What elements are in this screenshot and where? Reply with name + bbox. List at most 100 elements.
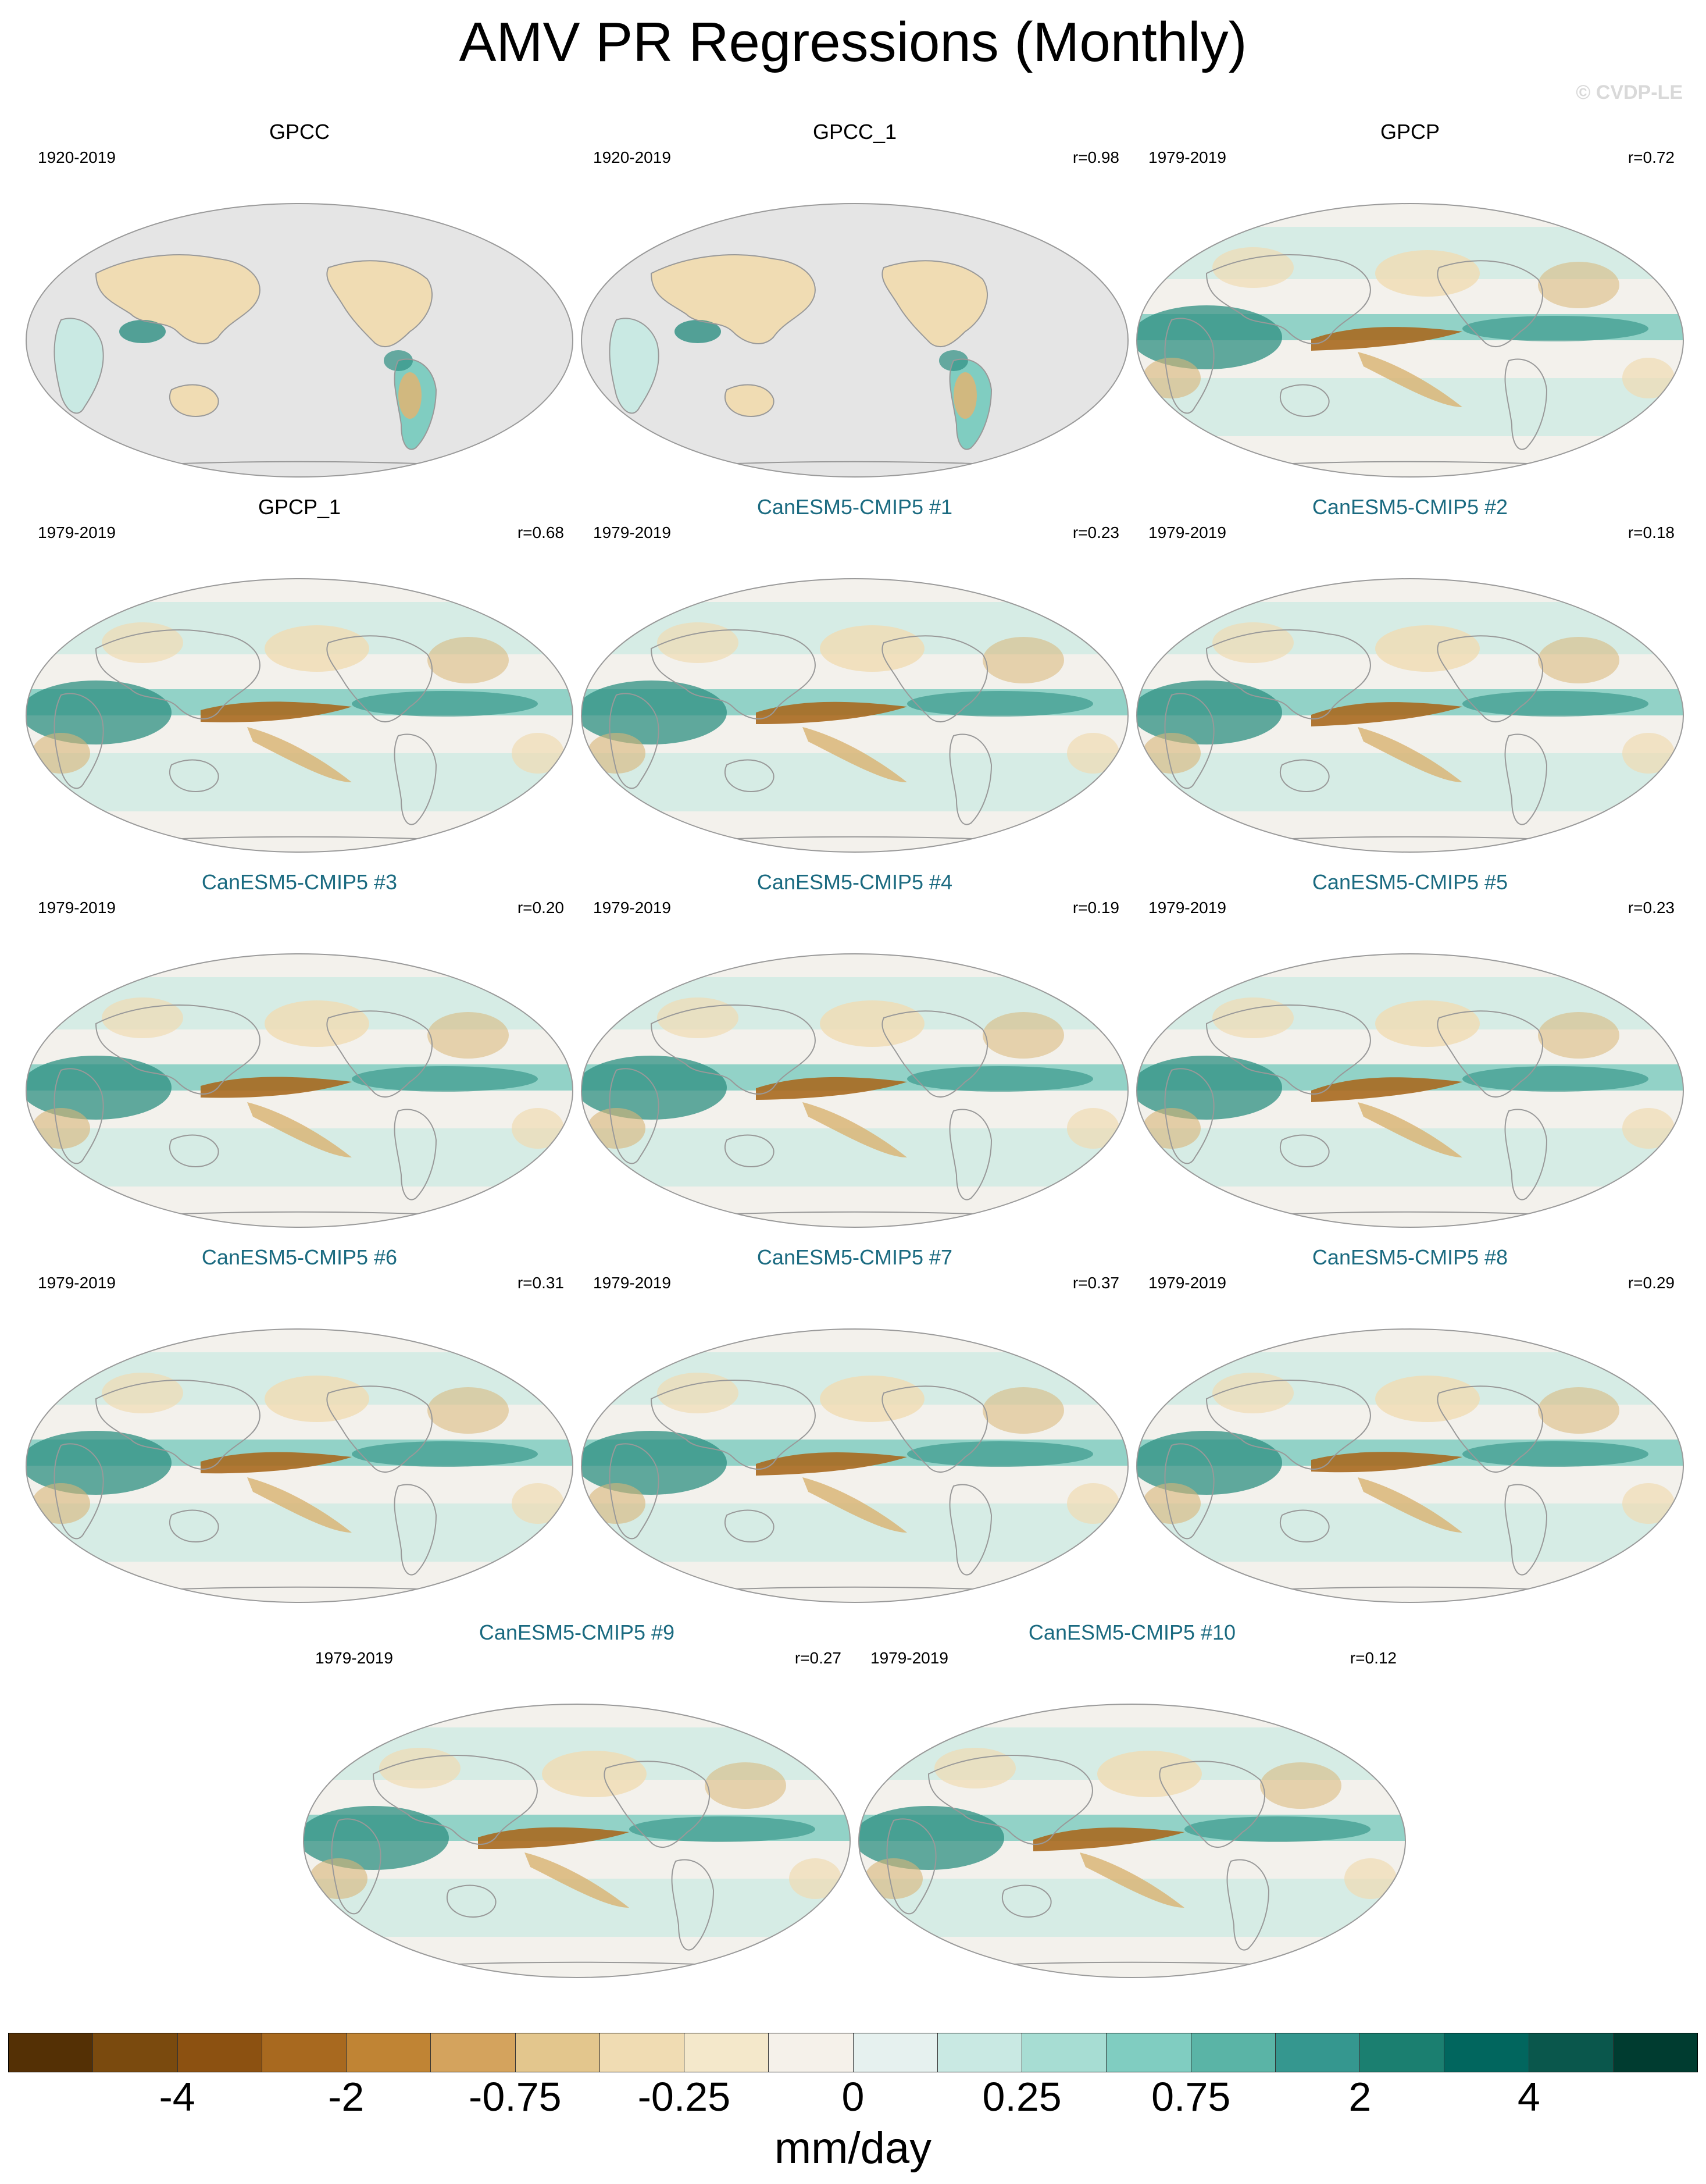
panel-title: GPCC_1 xyxy=(812,120,897,144)
map-panel: CanESM5-CMIP5 #6 1979-2019 r=0.31 xyxy=(20,1245,579,1605)
map-panel: CanESM5-CMIP5 #9 1979-2019 r=0.27 xyxy=(298,1620,856,1980)
panel-period: 1979-2019 xyxy=(593,523,671,541)
colorbar-swatch xyxy=(515,2033,600,2072)
colorbar-swatch xyxy=(347,2033,431,2072)
colorbar-swatch xyxy=(1107,2033,1191,2072)
colorbar-tick-label: -0.75 xyxy=(469,2074,562,2119)
panel-period: 1920-2019 xyxy=(593,148,671,166)
map-panel: GPCP_1 1979-2019 r=0.68 xyxy=(20,494,579,855)
panel-period: 1979-2019 xyxy=(1148,523,1226,541)
panel-correlation: r=0.23 xyxy=(1072,523,1119,541)
colorbar-swatch xyxy=(1613,2033,1697,2072)
map-panel: CanESM5-CMIP5 #8 1979-2019 r=0.29 xyxy=(1131,1245,1689,1605)
colorbar-swatch xyxy=(93,2033,178,2072)
regression-map xyxy=(581,1328,1129,1603)
regression-map xyxy=(26,203,573,478)
colorbar-swatch xyxy=(1360,2033,1445,2072)
watermark: © CVDP-LE xyxy=(1576,81,1683,104)
colorbar-tick-label: -0.25 xyxy=(637,2074,731,2119)
map-panel: CanESM5-CMIP5 #1 1979-2019 r=0.23 xyxy=(576,494,1134,855)
panel-title: CanESM5-CMIP5 #2 xyxy=(1312,495,1508,519)
panel-correlation: r=0.31 xyxy=(517,1274,564,1292)
colorbar-swatch xyxy=(1444,2033,1529,2072)
colorbar xyxy=(8,2033,1698,2072)
panel-period: 1920-2019 xyxy=(38,148,116,166)
regression-map xyxy=(1136,203,1684,478)
colorbar-swatch xyxy=(1191,2033,1276,2072)
regression-map xyxy=(26,953,573,1228)
panel-title: CanESM5-CMIP5 #5 xyxy=(1312,870,1508,894)
colorbar-swatch xyxy=(684,2033,769,2072)
colorbar-tick-label: -2 xyxy=(328,2074,365,2119)
panel-period: 1979-2019 xyxy=(593,899,671,917)
panel-correlation: r=0.68 xyxy=(517,523,564,541)
panel-title: GPCP xyxy=(1380,120,1440,144)
panel-period: 1979-2019 xyxy=(1148,148,1226,166)
colorbar-units: mm/day xyxy=(774,2124,932,2173)
map-panel: GPCC 1920-2019 xyxy=(20,119,579,480)
panel-correlation: r=0.23 xyxy=(1628,899,1675,917)
regression-map xyxy=(581,578,1129,853)
figure-title: AMV PR Regressions (Monthly) xyxy=(459,11,1247,73)
map-panel: CanESM5-CMIP5 #5 1979-2019 r=0.23 xyxy=(1131,870,1689,1230)
regression-map xyxy=(26,1328,573,1603)
regression-map xyxy=(858,1704,1406,1978)
regression-map xyxy=(1136,578,1684,853)
colorbar-tick-label: -4 xyxy=(159,2074,195,2119)
panel-title: CanESM5-CMIP5 #3 xyxy=(201,870,398,894)
regression-map xyxy=(303,1704,851,1978)
panel-period: 1979-2019 xyxy=(870,1649,948,1667)
map-panel: GPCC_1 1920-2019 r=0.98 xyxy=(576,119,1134,480)
panel-title: CanESM5-CMIP5 #7 xyxy=(756,1245,953,1269)
panel-period: 1979-2019 xyxy=(593,1274,671,1292)
panel-title: GPCC xyxy=(269,120,330,144)
panel-correlation: r=0.27 xyxy=(794,1649,841,1667)
map-panel: CanESM5-CMIP5 #4 1979-2019 r=0.19 xyxy=(576,870,1134,1230)
map-panel: CanESM5-CMIP5 #10 1979-2019 r=0.12 xyxy=(853,1620,1411,1980)
colorbar-swatch xyxy=(431,2033,516,2072)
panel-period: 1979-2019 xyxy=(315,1649,393,1667)
panel-correlation: r=0.37 xyxy=(1072,1274,1119,1292)
panel-correlation: r=0.72 xyxy=(1628,148,1675,166)
colorbar-swatch xyxy=(769,2033,854,2072)
regression-map xyxy=(26,578,573,853)
panel-title: CanESM5-CMIP5 #4 xyxy=(756,870,953,894)
colorbar-swatch xyxy=(177,2033,262,2072)
colorbar-tick-label: 0 xyxy=(841,2074,865,2119)
panel-title: CanESM5-CMIP5 #9 xyxy=(479,1620,675,1644)
colorbar-swatch xyxy=(937,2033,1022,2072)
panel-period: 1979-2019 xyxy=(38,899,116,917)
map-panel: CanESM5-CMIP5 #2 1979-2019 r=0.18 xyxy=(1131,494,1689,855)
regression-map xyxy=(581,953,1129,1228)
colorbar-swatch xyxy=(1529,2033,1614,2072)
colorbar-swatch xyxy=(262,2033,347,2072)
panel-correlation: r=0.19 xyxy=(1072,899,1119,917)
panel-title: CanESM5-CMIP5 #6 xyxy=(201,1245,398,1269)
map-panel: GPCP 1979-2019 r=0.72 xyxy=(1131,119,1689,480)
map-panel: CanESM5-CMIP5 #3 1979-2019 r=0.20 xyxy=(20,870,579,1230)
colorbar-tick-label: 2 xyxy=(1348,2074,1372,2119)
colorbar-swatch xyxy=(1022,2033,1107,2072)
panel-correlation: r=0.12 xyxy=(1350,1649,1397,1667)
colorbar-labels: -4 -2 -0.75 -0.25 0 0.25 0.75 2 4 xyxy=(8,2073,1698,2126)
panel-correlation: r=0.29 xyxy=(1628,1274,1675,1292)
panel-period: 1979-2019 xyxy=(38,523,116,541)
panel-correlation: r=0.20 xyxy=(517,899,564,917)
regression-map xyxy=(581,203,1129,478)
panel-title: CanESM5-CMIP5 #1 xyxy=(756,495,953,519)
panel-period: 1979-2019 xyxy=(38,1274,116,1292)
colorbar-tick-label: 4 xyxy=(1517,2074,1540,2119)
panel-title: CanESM5-CMIP5 #10 xyxy=(1028,1620,1236,1644)
panel-title: CanESM5-CMIP5 #8 xyxy=(1312,1245,1508,1269)
regression-map xyxy=(1136,1328,1684,1603)
regression-map xyxy=(1136,953,1684,1228)
colorbar-swatch xyxy=(853,2033,938,2072)
map-panel: CanESM5-CMIP5 #7 1979-2019 r=0.37 xyxy=(576,1245,1134,1605)
colorbar-swatch xyxy=(1275,2033,1360,2072)
panel-correlation: r=0.98 xyxy=(1072,148,1119,166)
panel-period: 1979-2019 xyxy=(1148,1274,1226,1292)
colorbar-tick-label: 0.75 xyxy=(1151,2074,1231,2119)
colorbar-swatch xyxy=(599,2033,684,2072)
colorbar-tick-label: 0.25 xyxy=(982,2074,1062,2119)
panel-period: 1979-2019 xyxy=(1148,899,1226,917)
